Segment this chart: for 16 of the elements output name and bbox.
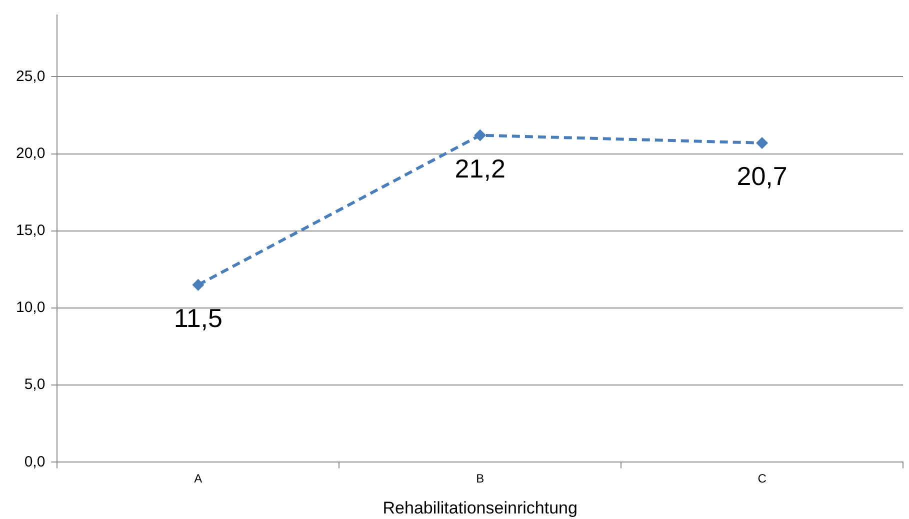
data-label: 20,7 xyxy=(736,161,788,192)
data-label: 21,2 xyxy=(454,153,506,184)
point xyxy=(192,278,204,291)
y-tick-label: 20,0 xyxy=(16,144,46,162)
data-label: 11,5 xyxy=(174,303,223,334)
y-tick-label: 15,0 xyxy=(16,222,46,240)
point xyxy=(474,129,486,142)
x-tick-label: C xyxy=(758,472,767,486)
y-tick-label: 0,0 xyxy=(24,453,46,470)
x-tick-label: A xyxy=(194,472,202,486)
x-axis-title: Rehabilitationseinrichtung xyxy=(382,498,578,518)
y-tick-label: 5,0 xyxy=(24,376,46,394)
point xyxy=(756,136,768,149)
y-tick-label: 10,0 xyxy=(16,299,46,316)
x-tick-label: B xyxy=(476,472,484,486)
y-tick-label: 25,0 xyxy=(16,68,46,85)
